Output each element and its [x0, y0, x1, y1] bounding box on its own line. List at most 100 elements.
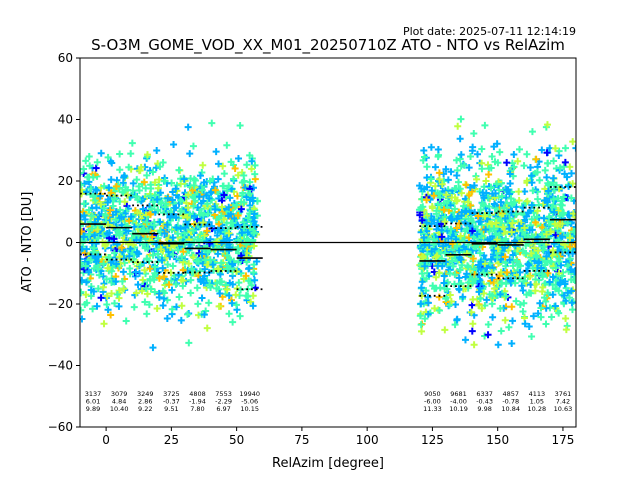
- plot-date: Plot date: 2025-07-11 12:14:19: [403, 25, 576, 38]
- data-point: [428, 247, 436, 255]
- data-point: [418, 216, 426, 224]
- data-point: [475, 302, 483, 310]
- data-point: [478, 199, 486, 207]
- data-point: [451, 321, 459, 329]
- data-point: [462, 273, 470, 281]
- data-point: [550, 157, 558, 165]
- data-point: [207, 189, 215, 197]
- data-point: [505, 323, 513, 331]
- data-point: [469, 296, 477, 304]
- data-point: [175, 166, 183, 174]
- data-point: [103, 292, 111, 300]
- data-point: [187, 276, 195, 284]
- data-point: [230, 215, 238, 223]
- x-axis: 0 25 50 75 100 125 150 175: [102, 427, 574, 447]
- data-point: [231, 164, 239, 172]
- data-point: [243, 193, 251, 201]
- data-point: [196, 267, 204, 275]
- bin-mean-label: -2.29: [215, 398, 232, 406]
- data-point: [159, 301, 167, 309]
- data-point: [220, 191, 228, 199]
- data-point: [112, 260, 120, 268]
- data-point: [564, 262, 572, 270]
- data-point: [478, 232, 486, 240]
- data-point: [539, 283, 547, 291]
- data-point: [232, 301, 240, 309]
- data-point: [433, 207, 441, 215]
- data-point: [418, 327, 426, 335]
- data-point: [453, 156, 461, 164]
- data-point: [117, 213, 125, 221]
- data-point: [431, 304, 439, 312]
- bin-std-label: 6.97: [216, 405, 230, 413]
- data-point: [190, 202, 198, 210]
- data-point: [100, 182, 108, 190]
- data-point: [82, 291, 90, 299]
- data-point: [154, 234, 162, 242]
- data-point: [141, 298, 149, 306]
- data-point: [532, 218, 540, 226]
- data-point: [543, 121, 551, 129]
- data-point: [537, 313, 545, 321]
- data-point: [179, 282, 187, 290]
- data-point: [138, 287, 146, 295]
- data-point: [470, 182, 478, 190]
- data-point: [420, 234, 428, 242]
- data-point: [248, 157, 256, 165]
- data-point: [435, 248, 443, 256]
- data-point: [103, 229, 111, 237]
- data-point: [157, 245, 165, 253]
- data-point: [238, 191, 246, 199]
- data-point: [558, 201, 566, 209]
- data-point: [163, 315, 171, 323]
- data-point: [497, 327, 505, 335]
- data-point: [110, 249, 118, 257]
- data-point: [203, 324, 211, 332]
- data-point: [116, 166, 124, 174]
- data-point: [160, 273, 168, 281]
- data-point: [80, 211, 88, 219]
- data-point: [533, 213, 541, 221]
- bin-count-label: 9050: [424, 390, 441, 398]
- data-point: [436, 190, 444, 198]
- data-point: [185, 339, 193, 347]
- data-point: [149, 251, 157, 259]
- data-point: [198, 209, 206, 217]
- bin-count-label: 4857: [502, 390, 519, 398]
- data-point: [211, 186, 219, 194]
- data-point: [517, 262, 525, 270]
- data-point: [80, 315, 86, 323]
- data-point: [551, 220, 559, 228]
- data-point: [152, 164, 160, 172]
- data-point: [494, 259, 502, 267]
- bin-mean-label: -0.43: [476, 398, 493, 406]
- data-point: [440, 170, 448, 178]
- x-tick-label: 125: [421, 433, 444, 447]
- data-point: [205, 194, 213, 202]
- data-point: [222, 281, 230, 289]
- data-point: [460, 202, 468, 210]
- bin-mean-label: 1.05: [530, 398, 544, 406]
- data-point: [561, 280, 569, 288]
- data-point: [483, 296, 491, 304]
- data-point: [569, 138, 576, 146]
- data-point: [514, 157, 522, 165]
- data-point: [80, 288, 85, 296]
- data-point: [197, 199, 205, 207]
- data-point: [93, 158, 101, 166]
- data-point: [224, 212, 232, 220]
- data-point: [492, 219, 500, 227]
- data-point: [213, 279, 221, 287]
- data-point: [250, 229, 258, 237]
- data-point: [240, 224, 248, 232]
- data-point: [442, 258, 450, 266]
- data-point: [83, 188, 91, 196]
- data-point: [121, 210, 129, 218]
- data-point: [203, 200, 211, 208]
- data-point: [116, 150, 124, 158]
- data-point: [253, 257, 261, 265]
- y-tick-label: −40: [48, 359, 73, 373]
- data-point: [481, 121, 489, 129]
- data-point: [184, 310, 192, 318]
- bin-std-label: 10.40: [110, 405, 129, 413]
